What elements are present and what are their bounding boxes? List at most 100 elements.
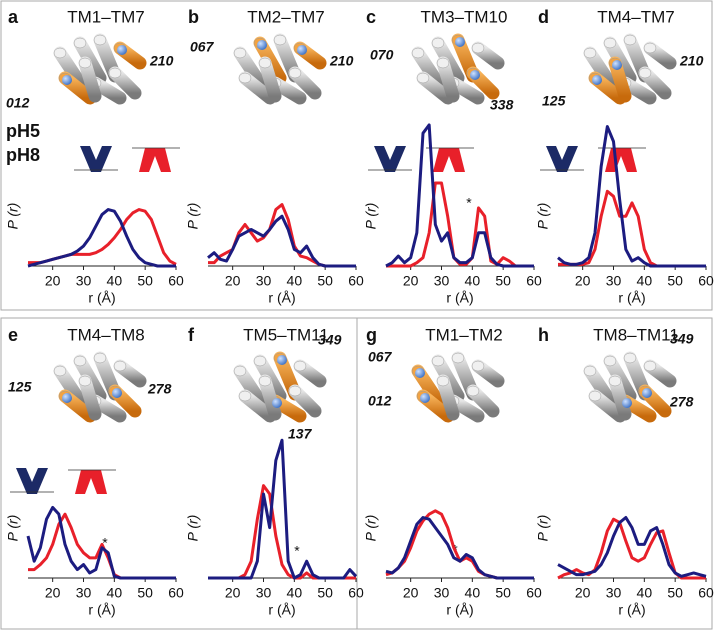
icon-open bbox=[139, 148, 171, 172]
x-tick-label: 20 bbox=[575, 585, 591, 601]
helix-cap bbox=[108, 67, 122, 79]
panel-title: TM1–TM7 bbox=[67, 7, 144, 26]
line-series bbox=[557, 516, 707, 578]
line-series bbox=[208, 484, 356, 580]
spin-label bbox=[622, 398, 632, 408]
helix-cap bbox=[431, 37, 445, 49]
line-series bbox=[28, 512, 176, 580]
line-series bbox=[557, 517, 706, 580]
panel-letter: b bbox=[188, 7, 199, 27]
helix bbox=[583, 46, 617, 90]
x-axis-label: r (Å) bbox=[88, 290, 115, 306]
helix-cap bbox=[603, 355, 617, 367]
legend-label: pH8 bbox=[6, 145, 40, 165]
x-axis-label: r (Å) bbox=[268, 290, 295, 306]
residue-label: 210 bbox=[679, 53, 704, 69]
residue-label: 137 bbox=[288, 426, 313, 442]
panel-title: TM2–TM7 bbox=[247, 7, 324, 26]
residue-label: 012 bbox=[6, 95, 30, 111]
helix-cap bbox=[623, 34, 637, 46]
icon-open bbox=[75, 470, 107, 494]
y-axis-label: P (r) bbox=[363, 515, 379, 542]
x-axis-label: r (Å) bbox=[446, 290, 473, 306]
helix-cap bbox=[93, 352, 107, 364]
spin-label bbox=[470, 70, 480, 80]
icon-closed bbox=[546, 146, 578, 172]
helix-cap bbox=[258, 57, 272, 69]
helix bbox=[78, 56, 102, 103]
helix-cap bbox=[416, 72, 430, 84]
residue-label: 125 bbox=[8, 379, 32, 395]
line-series bbox=[385, 123, 534, 268]
helix-cap bbox=[471, 42, 485, 54]
peak-marker: * bbox=[466, 195, 472, 211]
x-tick-label: 40 bbox=[465, 585, 481, 601]
helix-cap bbox=[608, 375, 622, 387]
icon-open bbox=[605, 148, 637, 172]
x-tick-label: 60 bbox=[526, 585, 542, 601]
x-tick-label: 60 bbox=[348, 585, 364, 601]
panel-title: TM3–TM10 bbox=[421, 7, 508, 26]
spin-label bbox=[62, 393, 72, 403]
helix-cap bbox=[288, 385, 302, 397]
x-tick-label: 40 bbox=[107, 273, 123, 289]
helix bbox=[411, 46, 445, 90]
x-tick-label: 20 bbox=[403, 273, 419, 289]
helix-cap bbox=[78, 57, 92, 69]
helix bbox=[436, 374, 460, 421]
helix-cap bbox=[643, 360, 657, 372]
spin-label bbox=[297, 45, 307, 55]
residue-label: 067 bbox=[190, 39, 215, 55]
helix-cap bbox=[113, 360, 127, 372]
y-axis-label: P (r) bbox=[363, 203, 379, 230]
spin-label bbox=[420, 393, 430, 403]
x-tick-label: 60 bbox=[526, 273, 542, 289]
helix-cap bbox=[436, 57, 450, 69]
line-series bbox=[27, 208, 176, 268]
panel-letter: d bbox=[538, 7, 549, 27]
y-axis-label: P (r) bbox=[5, 515, 21, 542]
line-series bbox=[26, 505, 176, 580]
helix-cap bbox=[293, 360, 307, 372]
x-tick-label: 60 bbox=[698, 585, 714, 601]
frame bbox=[356, 317, 713, 630]
helix-cap bbox=[431, 355, 445, 367]
helix-cap bbox=[258, 375, 272, 387]
x-tick-label: 50 bbox=[317, 585, 333, 601]
panel-letter: g bbox=[366, 325, 377, 345]
spin-label bbox=[642, 388, 652, 398]
x-tick-label: 30 bbox=[606, 273, 622, 289]
x-axis-label: r (Å) bbox=[618, 290, 645, 306]
panel-letter: e bbox=[8, 325, 18, 345]
spin-label bbox=[117, 45, 127, 55]
helix-cap bbox=[238, 72, 252, 84]
x-axis-label: r (Å) bbox=[88, 602, 115, 618]
helix-cap bbox=[623, 352, 637, 364]
helix-cap bbox=[638, 67, 652, 79]
x-tick-label: 50 bbox=[667, 585, 683, 601]
x-axis-label: r (Å) bbox=[446, 602, 473, 618]
icon-closed bbox=[16, 468, 48, 494]
helix-cap bbox=[466, 385, 480, 397]
residue-label: 278 bbox=[669, 394, 694, 410]
residue-label: 278 bbox=[147, 381, 172, 397]
spin-label bbox=[415, 368, 425, 378]
helix bbox=[53, 364, 87, 408]
x-tick-label: 40 bbox=[287, 585, 303, 601]
panel-title: TM1–TM2 bbox=[425, 325, 502, 344]
x-tick-label: 50 bbox=[137, 585, 153, 601]
x-tick-label: 50 bbox=[317, 273, 333, 289]
x-tick-label: 20 bbox=[45, 273, 61, 289]
peak-marker: * bbox=[102, 535, 108, 551]
helix bbox=[233, 46, 267, 90]
panel-title: TM5–TM11 bbox=[243, 325, 329, 344]
x-tick-label: 30 bbox=[256, 585, 272, 601]
panel-letter: c bbox=[366, 7, 376, 27]
legend-label: pH5 bbox=[6, 121, 40, 141]
x-axis-label: r (Å) bbox=[618, 602, 645, 618]
x-tick-label: 40 bbox=[465, 273, 481, 289]
helix-cap bbox=[471, 360, 485, 372]
helix-cap bbox=[288, 67, 302, 79]
helix-cap bbox=[238, 390, 252, 402]
line-series bbox=[207, 214, 356, 268]
